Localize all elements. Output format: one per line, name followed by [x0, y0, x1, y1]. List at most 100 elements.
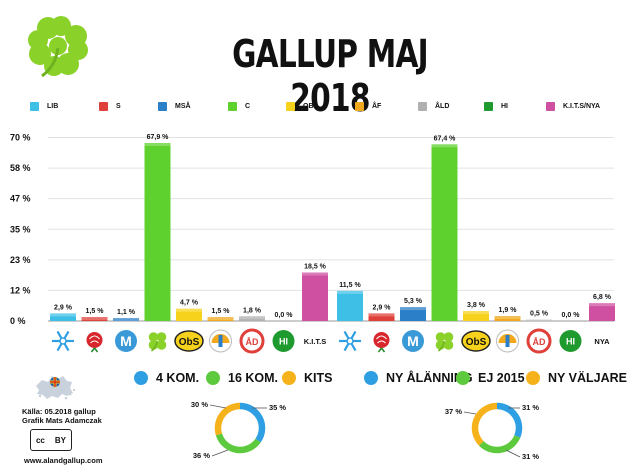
donut-legend-left-2: 16 KOM.	[206, 371, 278, 385]
legend-label: NY ÅLÄNNING	[386, 371, 473, 385]
cc-text: cc	[35, 435, 45, 445]
legend-label: ÅLD	[435, 103, 450, 110]
legend-swatch	[484, 102, 493, 111]
bar-obs	[463, 311, 489, 321]
bar-highlight	[494, 316, 521, 320]
bar-value-label: 67,4 %	[434, 135, 457, 142]
donut-slice-label: 31 %	[522, 452, 539, 461]
bar-kits	[302, 272, 328, 321]
x-tick-label: K.I.T.S	[304, 337, 327, 346]
svg-text:ObS: ObS	[466, 337, 487, 348]
svg-text:M: M	[120, 333, 132, 349]
bar-s	[81, 317, 108, 321]
by-text: BY	[54, 435, 66, 445]
bar-highlight	[368, 313, 395, 317]
bar-value-label: 1,8 %	[243, 307, 262, 314]
legend-label: MSÅ	[175, 103, 191, 110]
legend-label: S	[116, 103, 121, 110]
party-c-icon	[435, 332, 454, 352]
bar-value-label: 1,5 %	[86, 308, 105, 315]
svg-text:ÅD: ÅD	[533, 337, 546, 347]
legend-dot-blue	[364, 371, 378, 385]
y-tick-label: 47 %	[10, 194, 31, 204]
legend-dot-green	[456, 371, 470, 385]
clover-logo-icon	[28, 16, 88, 78]
legend-label: LIB	[47, 103, 59, 110]
legend-item-af: ÅF	[355, 102, 381, 111]
party-ald-icon: ÅD	[526, 328, 552, 354]
bar-value-label: 67,9 %	[147, 134, 170, 141]
bar-value-label: 1,9 %	[499, 307, 518, 314]
bar-ld	[239, 316, 265, 321]
donut-slice-label: 30 %	[191, 400, 208, 409]
bar-nya	[589, 303, 615, 321]
svg-text:M: M	[407, 333, 419, 349]
legend-label: EJ 2015	[478, 371, 525, 385]
legend-dot-yellow	[282, 371, 296, 385]
bar-chart: 0 % 12 % 23 % 35 % 47 % 58 % 70 % 2,9 % 1,5 % 1,1…	[10, 133, 615, 354]
cc-license-badge: cc BY	[30, 429, 72, 451]
y-tick-label: 0 %	[10, 316, 26, 326]
leader-line	[463, 411, 477, 415]
bar-obs	[176, 308, 202, 321]
leader-line	[209, 404, 227, 409]
party-s-icon	[86, 332, 103, 353]
party-c-icon	[148, 332, 167, 352]
bar-ld	[526, 319, 552, 321]
party-hi-icon: HI	[559, 330, 582, 352]
donut-slice	[214, 402, 241, 436]
bar-value-label: 2,9 %	[54, 304, 73, 311]
party-s-icon	[373, 332, 390, 353]
page-title: GALLUP MAJ 2018	[232, 32, 429, 120]
legend-label: HI	[501, 103, 508, 110]
legend-swatch	[30, 102, 39, 111]
x-tick-label: NYA	[594, 337, 610, 346]
bar-s	[368, 313, 395, 321]
y-tick-label: 12 %	[10, 285, 31, 295]
donut-legend-left-3: KITS	[282, 371, 332, 385]
party-ald-icon: ÅD	[239, 328, 265, 354]
legend-label: ÅF	[372, 103, 382, 110]
bar-f	[207, 317, 234, 321]
donut-legend-right-1: NY ÅLÄNNING	[364, 371, 473, 385]
party-msa-icon: M	[115, 330, 137, 352]
bar-highlight	[400, 307, 426, 311]
svg-text:HI: HI	[279, 337, 288, 347]
donut-slice	[239, 402, 266, 443]
svg-text:ObS: ObS	[179, 337, 200, 348]
website-link[interactable]: www.alandgallup.com	[24, 456, 103, 465]
party-hi-icon: HI	[272, 330, 295, 352]
bar-highlight	[50, 313, 76, 317]
donut-slice-label: 35 %	[269, 403, 286, 412]
party-obs-icon: ObS	[461, 330, 491, 352]
svg-text:ÅD: ÅD	[246, 337, 259, 347]
legend-label: 4 KOM.	[156, 371, 200, 385]
legend-swatch	[355, 102, 364, 111]
bar-highlight	[176, 308, 202, 312]
bar-c	[144, 143, 171, 321]
bar-value-label: 0,0 %	[562, 312, 581, 319]
bar-ms	[113, 318, 139, 321]
legend-label: 16 KOM.	[228, 371, 279, 385]
leader-line	[211, 449, 229, 457]
donut-slice-label: 31 %	[522, 403, 539, 412]
bar-highlight	[337, 290, 363, 294]
legend-label: C	[245, 103, 251, 110]
donut-slice-label: 37 %	[445, 407, 462, 416]
bar-f	[494, 316, 521, 321]
bar-value-label: 5,3 %	[404, 298, 423, 305]
donut-slice	[471, 402, 498, 446]
donut-legend-left-1: 4 KOM.	[134, 371, 199, 385]
source-text: Källa: 05.2018 gallup	[22, 407, 96, 416]
bar-ms	[400, 307, 426, 321]
bar-c	[431, 144, 458, 321]
bar-value-label: 3,8 %	[467, 302, 486, 309]
aland-map-icon	[36, 376, 76, 400]
donut-slice	[496, 402, 523, 438]
donut-slice	[479, 435, 521, 454]
donut-slice	[215, 433, 261, 454]
bar-highlight	[302, 272, 328, 276]
bar-value-label: 6,8 %	[593, 294, 612, 301]
